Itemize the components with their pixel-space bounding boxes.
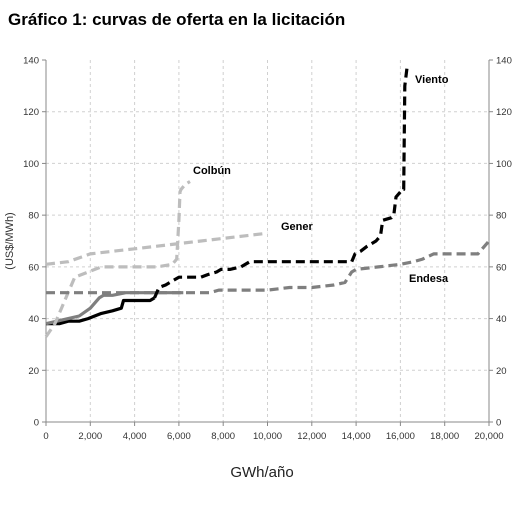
y-tick-label: 40 <box>28 314 39 325</box>
gener-line <box>45 231 268 266</box>
y2-tick-label: 140 <box>496 56 512 67</box>
x-tick-label: 16,000 <box>386 431 415 442</box>
y2-tick-label: 60 <box>496 262 507 273</box>
y-tick-label: 80 <box>28 211 39 222</box>
x-tick-label: 14,000 <box>342 431 371 442</box>
x-tick-label: 18,000 <box>430 431 459 442</box>
chart-title: Gráfico 1: curvas de oferta en la licita… <box>8 10 346 29</box>
y2-tick-label: 80 <box>496 211 507 222</box>
endesa-label: Endesa <box>409 273 449 285</box>
y-tick-label: 0 <box>34 418 39 429</box>
x-tick-label: 4,000 <box>123 431 147 442</box>
y2-tick-label: 100 <box>496 159 512 170</box>
y-tick-label: 20 <box>28 366 39 377</box>
gener-label: Gener <box>281 221 314 233</box>
series-4-line <box>46 296 156 326</box>
y2-tick-label: 120 <box>496 107 512 118</box>
viento-line <box>153 67 409 299</box>
y-tick-label: 120 <box>23 107 39 118</box>
x-tick-label: 2,000 <box>78 431 102 442</box>
endesa-line <box>46 239 491 295</box>
y-axis-title: (US$/MWh) <box>4 212 16 269</box>
viento-label: Viento <box>415 74 449 86</box>
y-tick-label: 100 <box>23 159 39 170</box>
colbun-label: Colbún <box>193 165 231 177</box>
gridlines <box>46 60 489 422</box>
y-tick-label: 60 <box>28 262 39 273</box>
y2-tick-label: 0 <box>496 418 501 429</box>
x-tick-label: 8,000 <box>211 431 235 442</box>
series-labels: Colbún Gener Endesa Viento <box>193 74 449 285</box>
axes: 0 2,000 4,000 6,000 8,000 10,000 12,000 14,000 1… <box>4 56 512 443</box>
x-tick-label: 6,000 <box>167 431 191 442</box>
y2-tick-label: 20 <box>496 366 507 377</box>
x-tick-label: 0 <box>43 431 48 442</box>
x-tick-label: 10,000 <box>253 431 282 442</box>
y-tick-label: 140 <box>23 56 39 67</box>
series-layer <box>44 67 491 338</box>
x-tick-label: 20,000 <box>474 431 503 442</box>
y2-tick-label: 40 <box>496 314 507 325</box>
x-tick-label: 12,000 <box>297 431 326 442</box>
colbun-line <box>44 180 191 338</box>
x-axis-title: GWh/año <box>230 464 294 481</box>
